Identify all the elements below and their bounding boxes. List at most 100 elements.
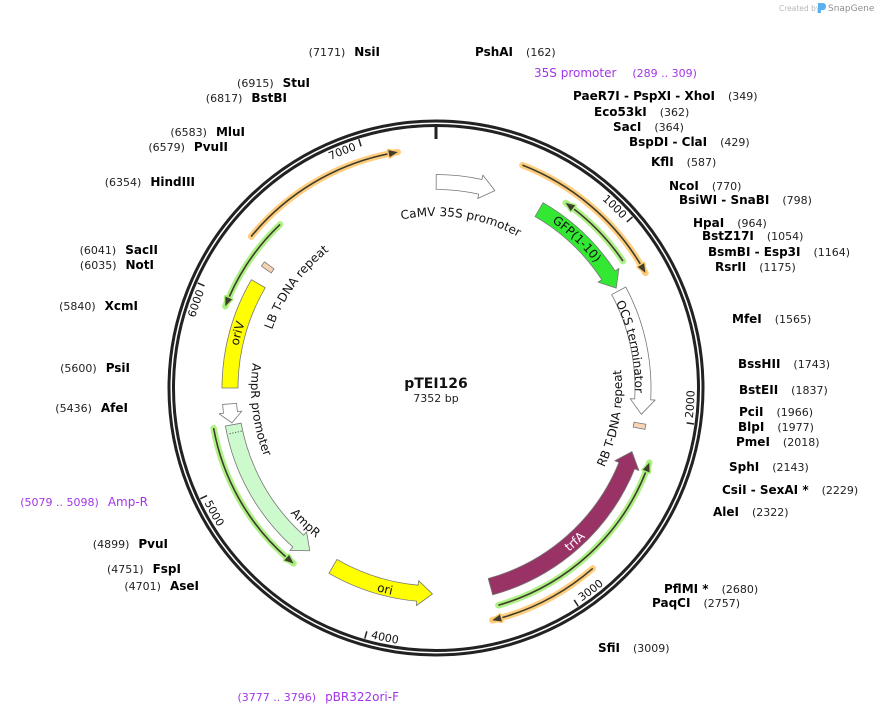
enzyme-label[interactable]: BsiWI - SnaBI (798) bbox=[679, 193, 812, 207]
feature-ocs-terminator[interactable] bbox=[611, 286, 656, 415]
enzyme-label[interactable]: (6354) HindIII bbox=[105, 175, 195, 189]
enzyme-site-noti[interactable]: (6035) NotI bbox=[80, 258, 154, 272]
enzyme-label[interactable]: HpaI (964) bbox=[693, 216, 767, 230]
enzyme-label[interactable]: NcoI (770) bbox=[669, 179, 741, 193]
enzyme-label[interactable]: SphI (2143) bbox=[729, 460, 809, 474]
enzyme-label[interactable]: BspDI - ClaI (429) bbox=[629, 135, 750, 149]
orf-arrow[interactable] bbox=[210, 424, 297, 567]
feature-camv-35s-promoter[interactable] bbox=[435, 174, 496, 199]
enzyme-site-csii-sexai[interactable]: CsiI - SexAI * (2229) bbox=[722, 483, 858, 497]
enzyme-site-bspdi-clai[interactable]: BspDI - ClaI (429) bbox=[629, 135, 750, 149]
enzyme-label[interactable]: (4899) PvuI bbox=[93, 537, 168, 551]
feature-ori[interactable] bbox=[328, 559, 433, 607]
primer-label[interactable]: (5079 .. 5098) Amp-R bbox=[20, 495, 148, 509]
primer-label[interactable]: (3777 .. 3796) pBR322ori-F bbox=[238, 690, 400, 704]
enzyme-site-saci[interactable]: SacI (364) bbox=[613, 120, 684, 134]
feature-rb-t-dna-repeat[interactable] bbox=[632, 421, 647, 430]
feature-trfa[interactable] bbox=[487, 451, 640, 596]
enzyme-label[interactable]: (6915) StuI bbox=[237, 76, 310, 90]
enzyme-label[interactable]: BssHII (1743) bbox=[738, 357, 830, 371]
enzyme-label[interactable]: PshAI (162) bbox=[475, 45, 556, 59]
primer-amp-r[interactable]: (5079 .. 5098) Amp-R bbox=[20, 495, 148, 509]
enzyme-site-sacii[interactable]: (6041) SacII bbox=[80, 243, 158, 257]
enzyme-label[interactable]: (5600) PsiI bbox=[60, 361, 130, 375]
enzyme-site-sphi[interactable]: SphI (2143) bbox=[729, 460, 809, 474]
enzyme-site-rsrii[interactable]: RsrII (1175) bbox=[715, 260, 796, 274]
feature-lb-t-dna-repeat[interactable] bbox=[260, 261, 275, 274]
enzyme-site-fspi[interactable]: (4751) FspI bbox=[107, 562, 181, 576]
enzyme-label[interactable]: SfiI (3009) bbox=[598, 641, 670, 655]
enzyme-label[interactable]: (6035) NotI bbox=[80, 258, 154, 272]
enzyme-site-blpi[interactable]: BlpI (1977) bbox=[738, 420, 814, 434]
enzyme-site-asei[interactable]: (4701) AseI bbox=[124, 579, 199, 593]
enzyme-label[interactable]: PmeI (2018) bbox=[736, 435, 819, 449]
enzyme-label[interactable]: MfeI (1565) bbox=[732, 312, 811, 326]
enzyme-site-nsii[interactable]: (7171) NsiI bbox=[309, 45, 380, 59]
enzyme-sites-left: (4701) AseI (4751) FspI (4899) PvuI (5436) A… bbox=[55, 45, 380, 593]
primer-pbr322ori-f[interactable]: (3777 .. 3796) pBR322ori-F bbox=[238, 690, 400, 704]
enzyme-label[interactable]: PflMI * (2680) bbox=[664, 582, 758, 596]
enzyme-site-hpai[interactable]: HpaI (964) bbox=[693, 216, 767, 230]
enzyme-site-mlui[interactable]: (6583) MluI bbox=[170, 125, 245, 139]
enzyme-label[interactable]: (6041) SacII bbox=[80, 243, 158, 257]
enzyme-site-pflmi[interactable]: PflMI * (2680) bbox=[664, 582, 758, 596]
enzyme-label[interactable]: AleI (2322) bbox=[713, 505, 789, 519]
orf-arrow[interactable] bbox=[562, 199, 627, 265]
enzyme-site-sfii[interactable]: SfiI (3009) bbox=[598, 641, 670, 655]
enzyme-site-hindiii[interactable]: (6354) HindIII bbox=[105, 175, 195, 189]
feature-ampr-promoter[interactable] bbox=[218, 402, 243, 424]
enzyme-site-eco53ki[interactable]: Eco53kI (362) bbox=[594, 105, 689, 119]
enzyme-label[interactable]: BsmBI - Esp3I (1164) bbox=[708, 245, 850, 259]
enzyme-site-bsteii[interactable]: BstEII (1837) bbox=[739, 383, 828, 397]
enzyme-label[interactable]: PaeR7I - PspXI - XhoI (349) bbox=[573, 89, 758, 103]
enzyme-site-alei[interactable]: AleI (2322) bbox=[713, 505, 789, 519]
enzyme-site-afei[interactable]: (5436) AfeI bbox=[55, 401, 128, 415]
enzyme-site-bstbi[interactable]: (6817) BstBI bbox=[206, 91, 287, 105]
feature-ampr[interactable] bbox=[225, 422, 311, 552]
enzyme-site-bsiwi-snabi[interactable]: BsiWI - SnaBI (798) bbox=[679, 193, 812, 207]
primer-label[interactable]: 35S promoter (289 .. 309) bbox=[534, 66, 697, 80]
enzyme-site-bsmbi-esp3i[interactable]: BsmBI - Esp3I (1164) bbox=[708, 245, 850, 259]
orf-arrow[interactable] bbox=[495, 459, 653, 609]
orf-arrow[interactable] bbox=[247, 148, 402, 240]
enzyme-site-psii[interactable]: (5600) PsiI bbox=[60, 361, 130, 375]
enzyme-label[interactable]: BlpI (1977) bbox=[738, 420, 814, 434]
enzyme-site-bsshii[interactable]: BssHII (1743) bbox=[738, 357, 830, 371]
enzyme-label[interactable]: (7171) NsiI bbox=[309, 45, 380, 59]
orf-arrow[interactable] bbox=[222, 221, 284, 310]
enzyme-label[interactable]: (5840) XcmI bbox=[59, 299, 138, 313]
enzyme-label[interactable]: KflI (587) bbox=[651, 155, 716, 169]
enzyme-label[interactable]: PciI (1966) bbox=[739, 405, 813, 419]
enzyme-site-ncoi[interactable]: NcoI (770) bbox=[669, 179, 741, 193]
enzyme-label[interactable]: (6817) BstBI bbox=[206, 91, 287, 105]
enzyme-label[interactable]: Eco53kI (362) bbox=[594, 105, 689, 119]
enzyme-site-bstz17i[interactable]: BstZ17I (1054) bbox=[702, 229, 803, 243]
enzyme-site-pcii[interactable]: PciI (1966) bbox=[739, 405, 813, 419]
enzyme-label[interactable]: (4701) AseI bbox=[124, 579, 199, 593]
primer-35s-promoter[interactable]: 35S promoter (289 .. 309) bbox=[534, 66, 697, 80]
enzyme-label[interactable]: BstZ17I (1054) bbox=[702, 229, 803, 243]
enzyme-site-kfli[interactable]: KflI (587) bbox=[651, 155, 716, 169]
enzyme-site-paqci[interactable]: PaqCI (2757) bbox=[652, 596, 740, 610]
enzyme-site-pshai[interactable]: PshAI (162) bbox=[475, 45, 556, 59]
enzyme-site-pmei[interactable]: PmeI (2018) bbox=[736, 435, 819, 449]
enzyme-site-pvuii[interactable]: (6579) PvuII bbox=[148, 140, 228, 154]
enzyme-label[interactable]: PaqCI (2757) bbox=[652, 596, 740, 610]
enzyme-site-xcmi[interactable]: (5840) XcmI bbox=[59, 299, 138, 313]
enzyme-label[interactable]: (6583) MluI bbox=[170, 125, 245, 139]
enzyme-label[interactable]: CsiI - SexAI * (2229) bbox=[722, 483, 858, 497]
enzyme-site-paer7i-pspxi-xhoi[interactable]: PaeR7I - PspXI - XhoI (349) bbox=[573, 89, 758, 103]
enzyme-site-mfei[interactable]: MfeI (1565) bbox=[732, 312, 811, 326]
enzyme-label[interactable]: (6579) PvuII bbox=[148, 140, 228, 154]
enzyme-label[interactable]: (4751) FspI bbox=[107, 562, 181, 576]
enzyme-site-stui[interactable]: (6915) StuI bbox=[237, 76, 310, 90]
enzyme-site-pvui[interactable]: (4899) PvuI bbox=[93, 537, 168, 551]
enzyme-label[interactable]: SacI (364) bbox=[613, 120, 684, 134]
orf-arrow[interactable] bbox=[489, 565, 596, 624]
enzyme-label[interactable]: RsrII (1175) bbox=[715, 260, 796, 274]
feature-oriv[interactable] bbox=[221, 279, 266, 389]
feature-gfp-1-10[interactable] bbox=[534, 202, 620, 289]
orf-arrow[interactable] bbox=[519, 161, 649, 277]
enzyme-label[interactable]: (5436) AfeI bbox=[55, 401, 128, 415]
enzyme-label[interactable]: BstEII (1837) bbox=[739, 383, 828, 397]
